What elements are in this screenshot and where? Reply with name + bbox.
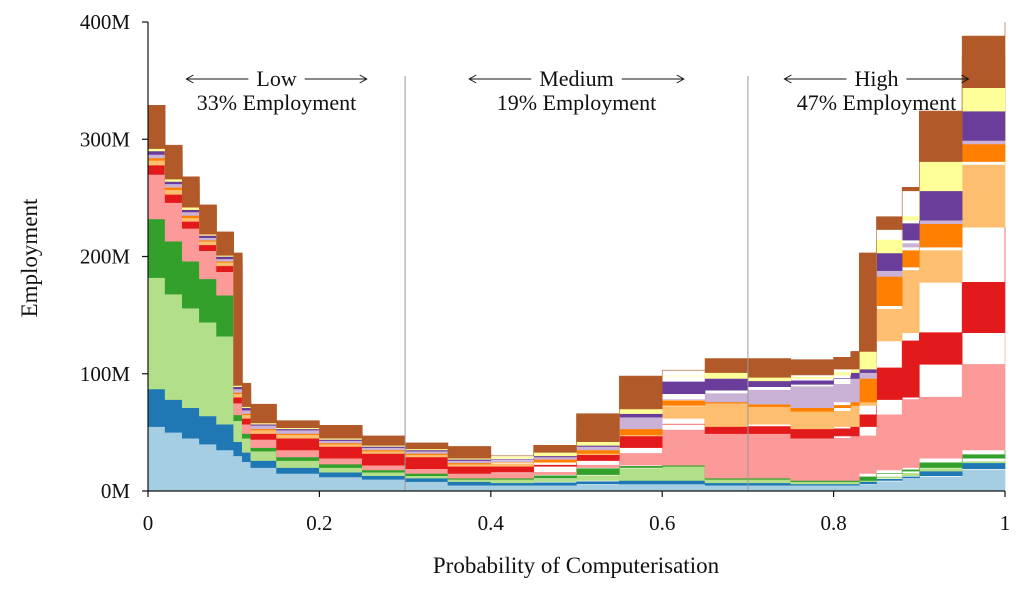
region-arrowhead-right xyxy=(961,74,970,84)
region-arrowhead-left xyxy=(783,74,792,84)
region-employment-3: 47% Employment xyxy=(797,90,956,115)
y-tick-label: 400M xyxy=(80,10,131,34)
x-tick-label: 0.2 xyxy=(306,511,332,535)
x-tick-label: 0.8 xyxy=(820,511,846,535)
region-arrowhead-left xyxy=(468,74,477,84)
stacked-areas xyxy=(147,22,1006,492)
x-tick-label: 0.4 xyxy=(478,511,505,535)
y-tick-label: 300M xyxy=(80,127,131,151)
region-label-3: High xyxy=(854,66,898,91)
axes: 0M 100M 200M 300M 400M 0 0.2 0.4 0.6 0.8 1 xyxy=(80,10,1010,535)
region-employment-2: 19% Employment xyxy=(497,90,656,115)
x-tick-label: 0.6 xyxy=(649,511,675,535)
y-tick-label: 0M xyxy=(101,479,131,503)
x-tick-label: 0 xyxy=(143,511,154,535)
region-employment-1: 33% Employment xyxy=(197,90,356,115)
area-series-12 xyxy=(147,22,1006,459)
region-arrowhead-right xyxy=(359,74,368,84)
region-arrowhead-right xyxy=(676,74,685,84)
y-tick-label: 200M xyxy=(80,245,131,269)
region-arrowhead-left xyxy=(185,74,194,84)
region-dividers xyxy=(404,76,749,491)
y-axis-label: Employment xyxy=(17,198,42,317)
region-label-1: Low xyxy=(256,66,296,91)
region-label-2: Medium xyxy=(539,66,614,91)
y-tick-label: 100M xyxy=(80,362,131,386)
x-axis-label: Probability of Computerisation xyxy=(433,553,720,578)
x-tick-label: 1 xyxy=(1000,511,1011,535)
